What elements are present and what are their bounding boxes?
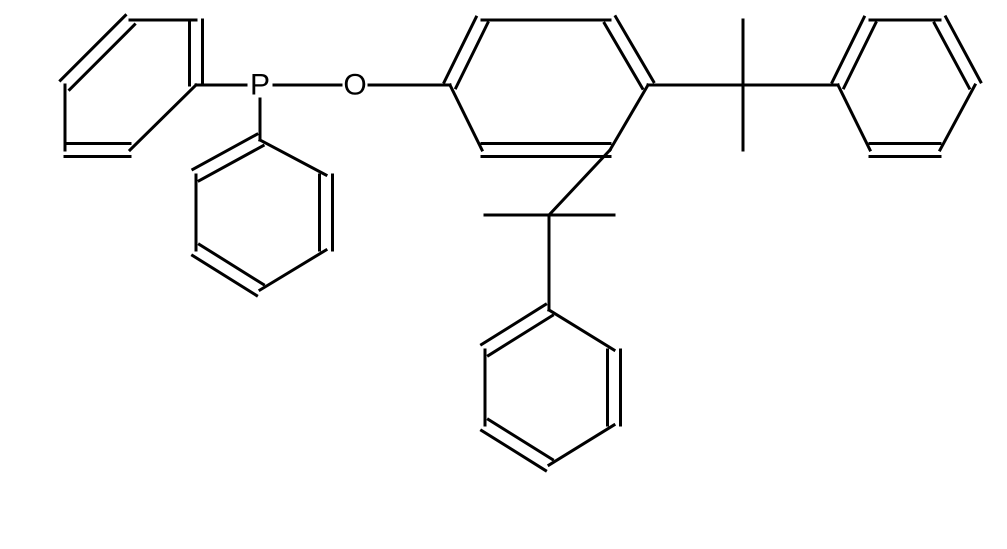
chemical-structure-diagram: PO bbox=[0, 0, 1007, 549]
bond-line bbox=[610, 85, 648, 150]
bond-line bbox=[832, 17, 864, 82]
bond-line bbox=[604, 23, 642, 88]
bond-line bbox=[444, 17, 476, 82]
bond-line bbox=[456, 23, 488, 88]
bond-line bbox=[549, 310, 614, 350]
bond-line bbox=[450, 85, 482, 150]
bond-line bbox=[549, 425, 614, 465]
bond-line bbox=[549, 150, 610, 215]
bond-line bbox=[838, 85, 870, 150]
bond-line bbox=[934, 23, 969, 88]
bond-line bbox=[60, 15, 125, 80]
bond-line bbox=[70, 25, 135, 90]
bond-line bbox=[946, 17, 981, 82]
bond-line bbox=[130, 85, 196, 150]
bond-line bbox=[260, 140, 326, 175]
bond-line bbox=[940, 85, 975, 150]
bond-line bbox=[260, 250, 326, 290]
bond-line bbox=[199, 146, 263, 181]
bond-line bbox=[844, 23, 876, 88]
bond-line bbox=[193, 134, 257, 169]
bond-line bbox=[616, 17, 654, 82]
atom-label-o: O bbox=[343, 69, 366, 102]
atom-label-p: P bbox=[250, 69, 270, 102]
